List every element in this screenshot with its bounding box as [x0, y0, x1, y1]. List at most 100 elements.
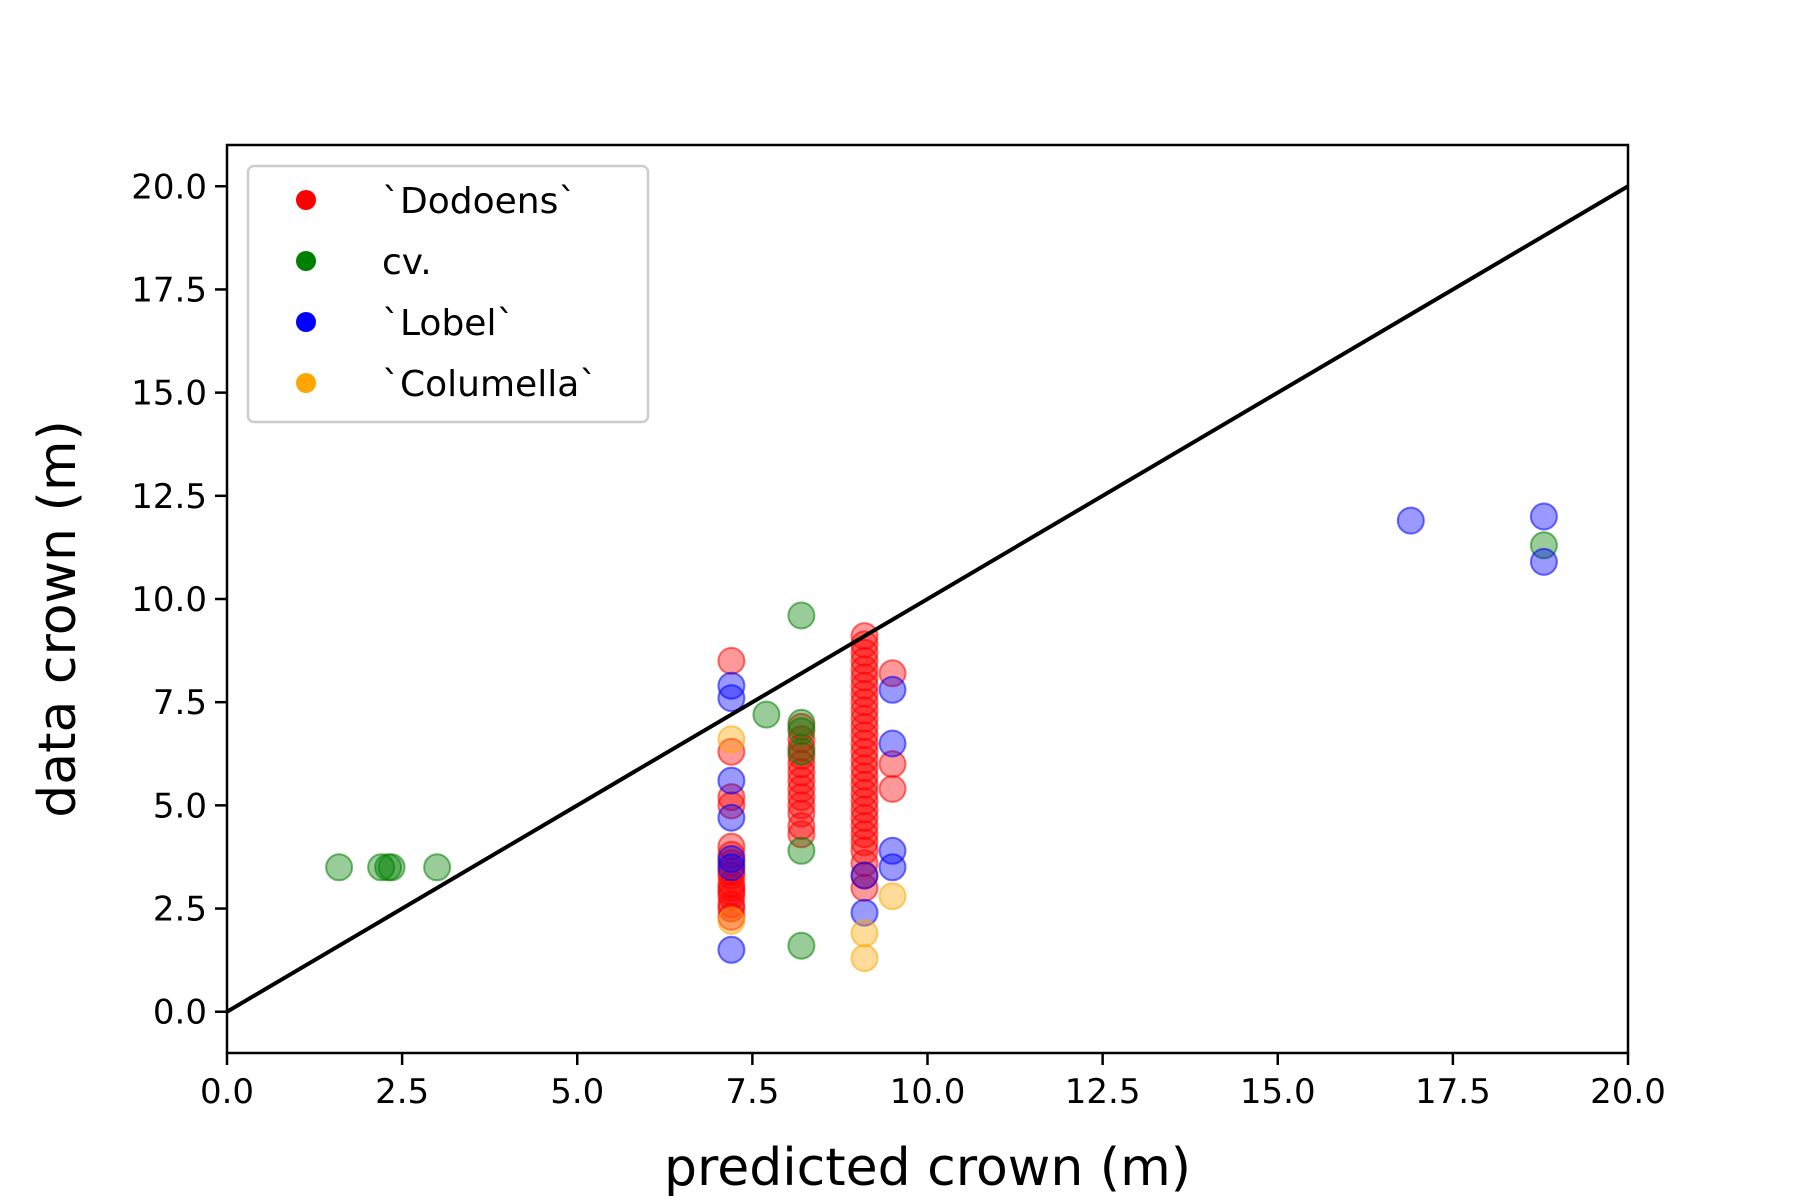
- data-point-1-12: [1529, 531, 1558, 560]
- data-point-1-9: [787, 717, 816, 746]
- data-point-0-19: [787, 791, 816, 820]
- data-point-2-4: [717, 766, 746, 795]
- data-point-0-48: [850, 704, 879, 733]
- data-point-0-23: [787, 758, 816, 787]
- data-point-0-54: [850, 655, 879, 684]
- y-axis-title: data crown (m): [28, 420, 88, 818]
- data-point-2-8: [850, 861, 879, 890]
- x-tick-label: 20.0: [1590, 1072, 1666, 1112]
- data-point-0-60: [878, 750, 907, 779]
- data-point-2-13: [1396, 506, 1425, 535]
- data-point-2-3: [717, 803, 746, 832]
- data-point-3-4: [878, 882, 907, 911]
- x-tick-label: 15.0: [1240, 1072, 1316, 1112]
- data-point-0-56: [850, 638, 879, 667]
- data-point-0-53: [850, 663, 879, 692]
- data-point-2-11: [878, 729, 907, 758]
- data-point-2-0: [717, 935, 746, 964]
- data-point-0-21: [787, 774, 816, 803]
- y-tick-label: 0.0: [153, 993, 207, 1033]
- legend-label: cv.: [382, 242, 432, 283]
- data-point-2-12: [878, 675, 907, 704]
- data-point-0-33: [850, 828, 879, 857]
- data-point-1-5: [752, 700, 781, 729]
- legend-marker: [296, 251, 316, 271]
- reference-line-layer: [225, 184, 1630, 1014]
- x-tick-label: 12.5: [1065, 1072, 1141, 1112]
- data-point-0-34: [850, 820, 879, 849]
- x-tick-label: 10.0: [890, 1072, 966, 1112]
- legend-box: [246, 164, 650, 424]
- legend-label: `Dodoens`: [382, 181, 576, 222]
- data-point-2-7: [850, 898, 879, 927]
- legend-marker: [296, 190, 316, 210]
- data-point-0-22: [787, 766, 816, 795]
- data-point-2-6: [717, 671, 746, 700]
- data-point-0-42: [850, 754, 879, 783]
- data-point-1-8: [787, 737, 816, 766]
- data-point-0-38: [850, 787, 879, 816]
- y-tick-label: 10.0: [131, 580, 207, 620]
- y-axis-ticks: 0.0 2.5 5.0 7.5 10.0 12.5 15.0 17.5 20.0: [131, 167, 227, 1033]
- data-point-3-2: [850, 944, 879, 973]
- y-tick-label: 17.5: [131, 270, 207, 310]
- y-tick-label: 5.0: [153, 786, 207, 826]
- data-point-0-18: [787, 799, 816, 828]
- x-tick-label: 5.0: [550, 1072, 604, 1112]
- x-tick-label: 17.5: [1415, 1072, 1491, 1112]
- data-point-1-1: [367, 853, 396, 882]
- data-point-1-7: [787, 836, 816, 865]
- x-tick-label: 2.5: [375, 1072, 429, 1112]
- data-point-0-55: [850, 646, 879, 675]
- data-point-0-45: [850, 729, 879, 758]
- reference-line: [225, 184, 1630, 1014]
- data-point-1-6: [787, 931, 816, 960]
- data-point-2-10: [878, 836, 907, 865]
- x-axis-title: predicted crown (m): [664, 1138, 1191, 1198]
- data-point-0-39: [850, 779, 879, 807]
- data-point-0-36: [850, 803, 879, 832]
- data-point-2-1: [717, 853, 746, 882]
- data-point-0-47: [850, 712, 879, 741]
- y-tick-label: 12.5: [131, 477, 207, 517]
- data-point-0-44: [850, 737, 879, 766]
- data-point-0-61: [878, 659, 907, 688]
- data-point-0-37: [850, 795, 879, 824]
- data-point-0-59: [878, 774, 907, 803]
- y-tick-label: 15.0: [131, 374, 207, 414]
- data-point-1-11: [787, 601, 816, 630]
- data-point-3-1: [717, 725, 746, 754]
- legend-marker: [296, 312, 316, 332]
- data-point-2-2: [717, 845, 746, 873]
- data-point-3-3: [850, 919, 879, 948]
- data-point-2-14: [1529, 547, 1558, 576]
- x-tick-label: 0.0: [200, 1072, 254, 1112]
- x-tick-label: 7.5: [725, 1072, 779, 1112]
- data-point-0-15: [717, 646, 746, 675]
- data-point-0-32: [850, 836, 879, 865]
- data-point-1-3: [377, 853, 406, 882]
- data-point-0-35: [850, 812, 879, 840]
- data-point-0-13: [717, 783, 746, 812]
- data-point-1-10: [787, 708, 816, 737]
- legend-label: `Columella`: [382, 364, 597, 405]
- legend: `Dodoens` cv. `Lobel` `Columella`: [246, 164, 650, 424]
- x-axis-ticks: 0.0 2.5 5.0 7.5 10.0 12.5 15.0 17.5 20.0: [200, 1053, 1666, 1112]
- data-point-0-50: [850, 688, 879, 717]
- data-point-0-41: [850, 762, 879, 791]
- data-point-0-52: [850, 671, 879, 700]
- data-point-0-49: [850, 696, 879, 725]
- legend-label: `Lobel`: [382, 303, 514, 344]
- points-layer: [325, 502, 1558, 973]
- data-point-1-4: [423, 853, 452, 882]
- data-point-2-15: [1529, 502, 1558, 531]
- data-point-3-0: [717, 906, 746, 935]
- data-point-1-0: [325, 853, 354, 882]
- legend-marker: [296, 373, 316, 393]
- data-point-0-20: [787, 783, 816, 812]
- data-point-0-16: [787, 820, 816, 849]
- data-point-0-40: [850, 770, 879, 799]
- data-point-0-43: [850, 746, 879, 774]
- y-tick-label: 20.0: [131, 167, 207, 207]
